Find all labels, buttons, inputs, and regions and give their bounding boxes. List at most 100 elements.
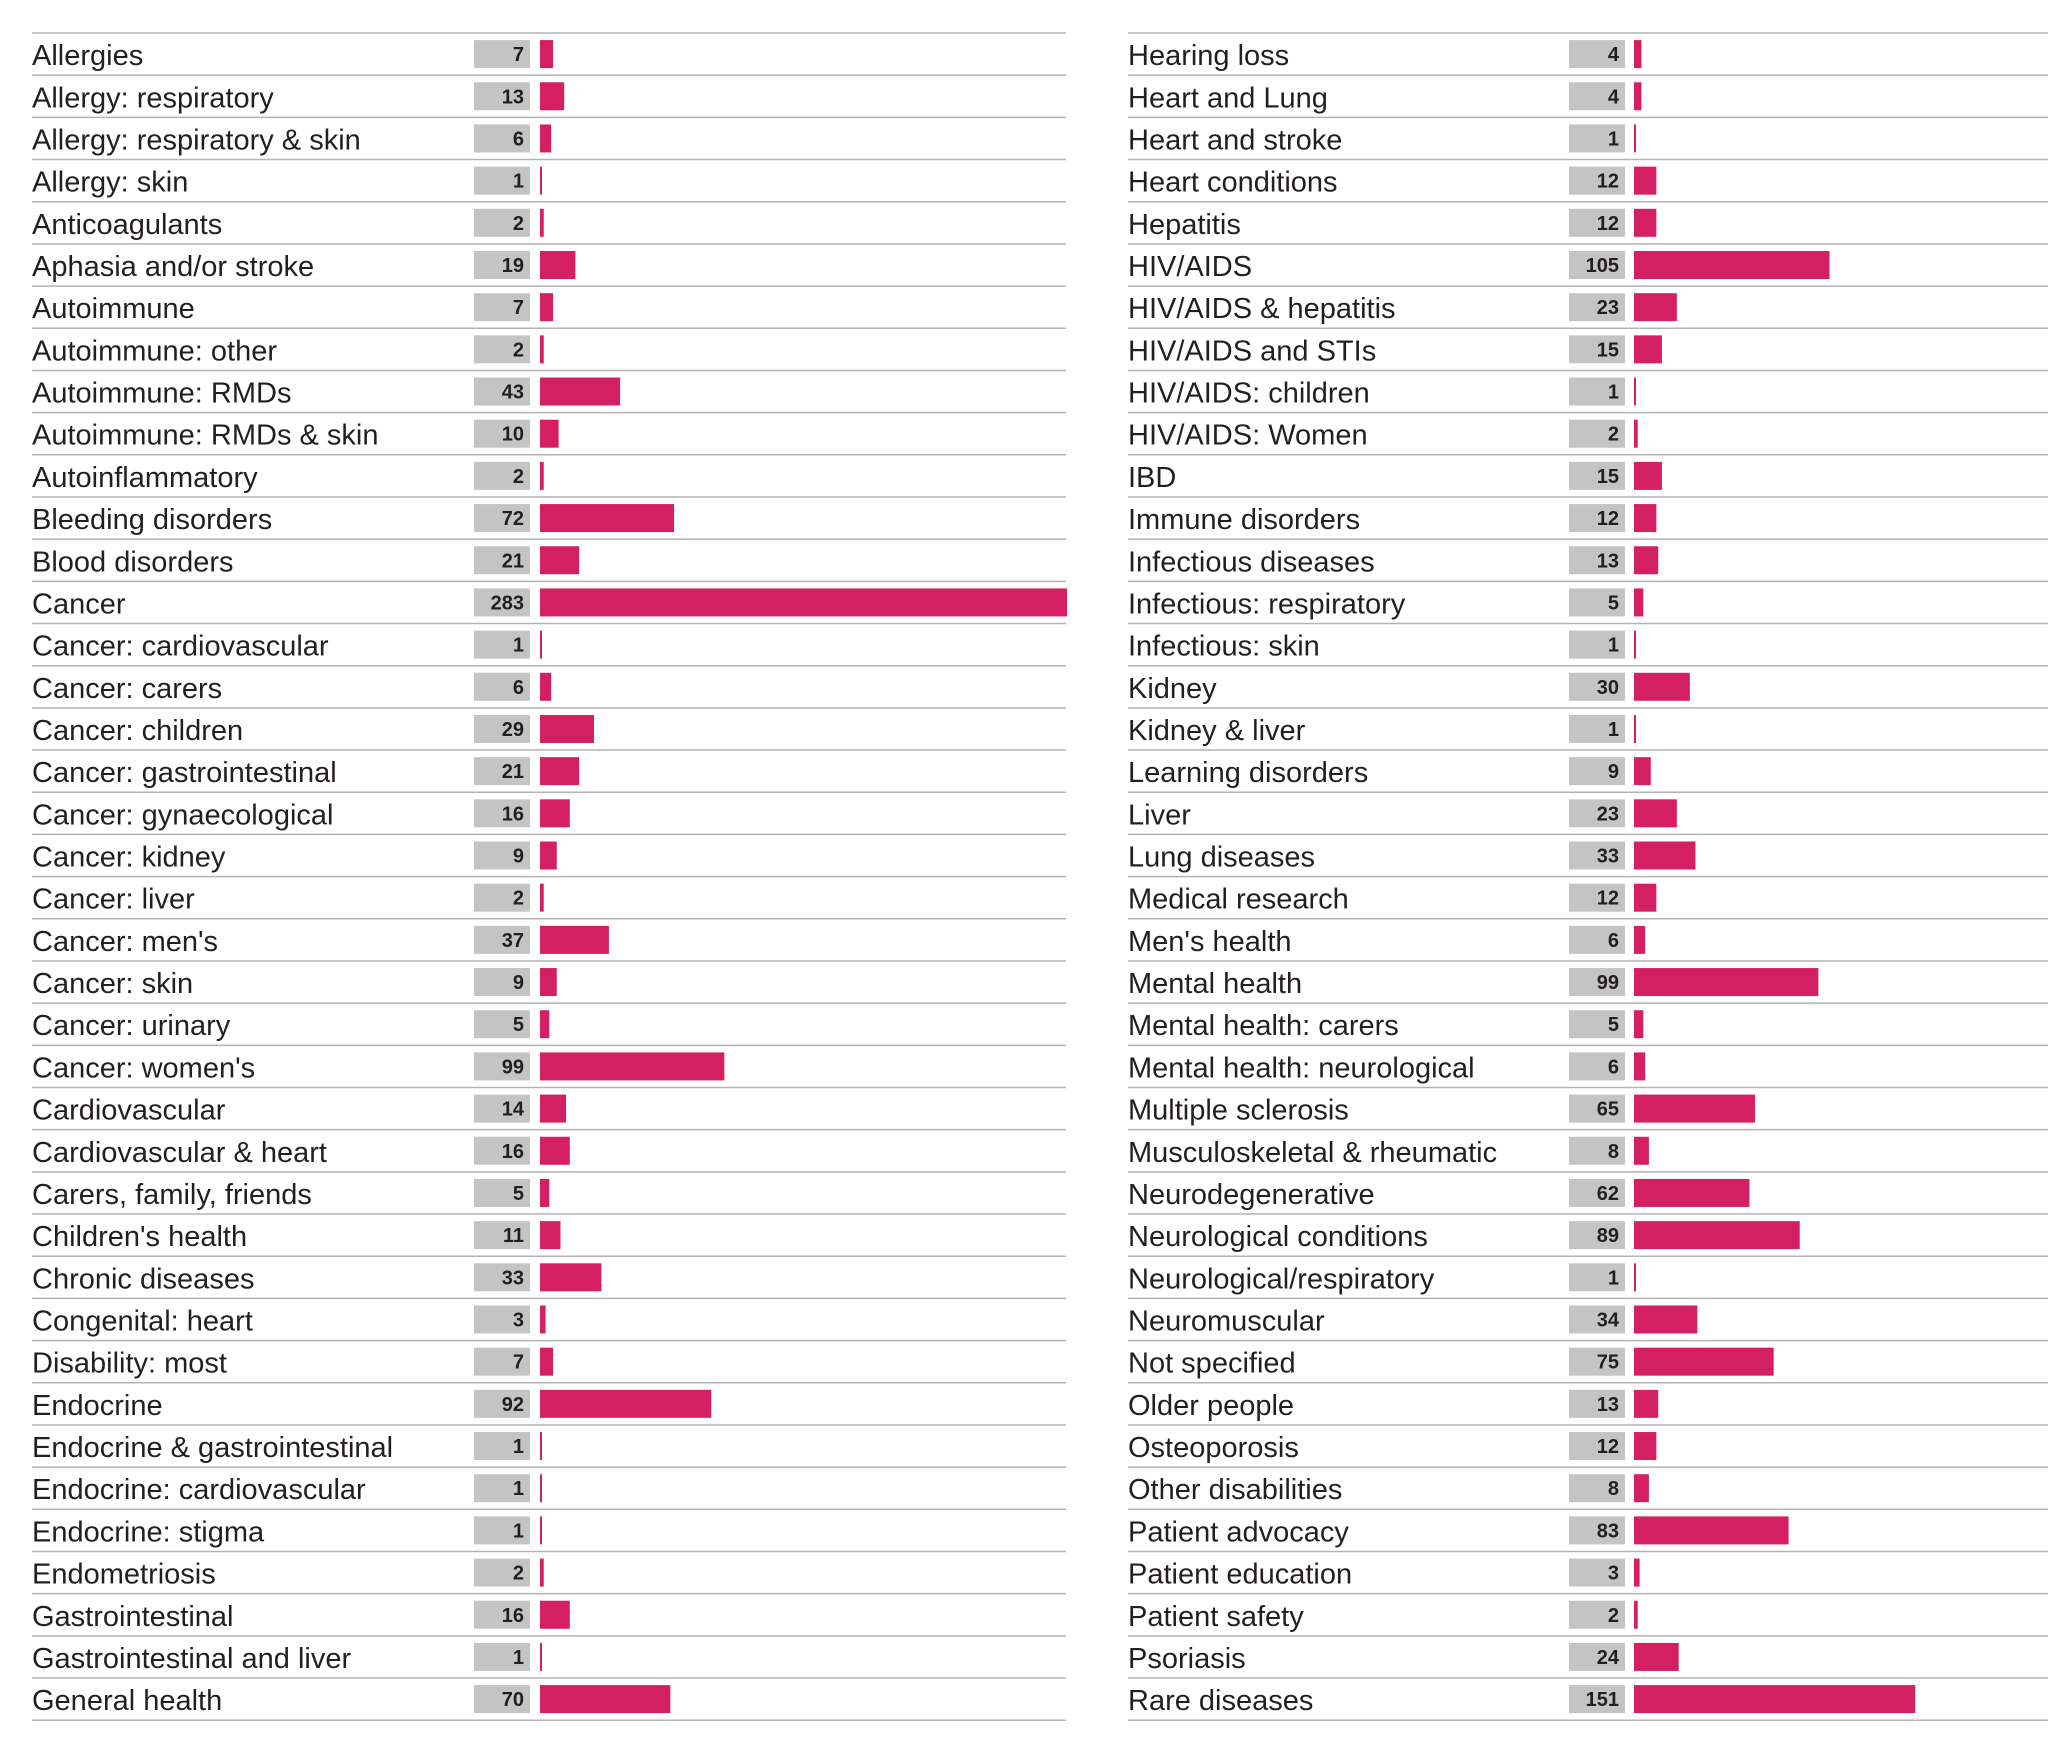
- bar: [540, 504, 675, 533]
- value-label: 12: [1597, 888, 1619, 910]
- bar: [540, 1558, 544, 1587]
- value-label: 5: [513, 1014, 524, 1036]
- value-label-box: [474, 1052, 530, 1081]
- value-label: 5: [513, 1183, 524, 1205]
- value-label-box: [1569, 208, 1625, 237]
- value-label-box: [474, 714, 530, 743]
- category-label: Gastrointestinal: [32, 1601, 234, 1633]
- bar: [540, 546, 580, 575]
- value-label-box: [474, 335, 530, 364]
- category-label: Rare diseases: [1128, 1685, 1313, 1717]
- value-label-box: [1569, 1010, 1625, 1039]
- category-label: Older people: [1128, 1390, 1294, 1422]
- value-label: 12: [1597, 171, 1619, 193]
- category-label: Immune disorders: [1128, 504, 1360, 536]
- category-label: Cancer: [32, 588, 126, 620]
- value-label: 13: [502, 86, 524, 108]
- category-label: Allergy: respiratory & skin: [32, 124, 361, 156]
- bar: [1634, 1263, 1636, 1292]
- category-label: Carers, family, friends: [32, 1179, 312, 1211]
- value-label-box: [474, 672, 530, 701]
- bar: [540, 1263, 602, 1292]
- category-label: Cancer: gynaecological: [32, 799, 333, 831]
- value-label-box: [1569, 968, 1625, 997]
- value-label: 6: [1608, 930, 1619, 952]
- value-label: 89: [1597, 1225, 1619, 1247]
- category-label: Psoriasis: [1128, 1643, 1246, 1675]
- category-label: Men's health: [1128, 926, 1292, 958]
- value-label: 2: [1608, 424, 1619, 446]
- bar: [1634, 630, 1636, 659]
- value-label-box: [474, 82, 530, 111]
- value-label: 9: [513, 846, 524, 868]
- bar: [540, 1136, 570, 1165]
- bar: [540, 166, 542, 195]
- bar: [1634, 1474, 1649, 1503]
- value-label: 3: [1608, 1563, 1619, 1585]
- bar: [1634, 461, 1662, 490]
- value-label: 6: [513, 677, 524, 699]
- value-label-box: [474, 1432, 530, 1461]
- value-label: 2: [513, 466, 524, 488]
- value-label-box: [1569, 504, 1625, 533]
- value-label: 1: [513, 635, 524, 657]
- bar: [1634, 166, 1657, 195]
- value-label: 16: [502, 1605, 524, 1627]
- bar: [540, 1094, 567, 1123]
- bar: [1634, 1305, 1698, 1334]
- value-label-box: [1569, 419, 1625, 448]
- value-label-box: [474, 1389, 530, 1418]
- category-label: Mental health: neurological: [1128, 1052, 1475, 1084]
- bar: [1634, 1221, 1800, 1250]
- value-label: 151: [1586, 1689, 1619, 1711]
- value-label-box: [1569, 630, 1625, 659]
- bar: [540, 335, 544, 364]
- value-label-box: [1569, 250, 1625, 279]
- value-label: 9: [1608, 761, 1619, 783]
- value-label: 19: [502, 255, 524, 277]
- category-label: Endocrine: stigma: [32, 1516, 265, 1548]
- value-label-box: [1569, 1558, 1625, 1587]
- bar: [1634, 124, 1636, 153]
- bar: [540, 1052, 725, 1081]
- value-label-box: [474, 1474, 530, 1503]
- value-label: 1: [513, 1647, 524, 1669]
- value-label: 8: [1608, 1141, 1619, 1163]
- value-label-box: [474, 1263, 530, 1292]
- bar: [1634, 1010, 1644, 1039]
- category-label: Congenital: heart: [32, 1305, 253, 1337]
- value-label: 99: [502, 1056, 524, 1078]
- value-label: 33: [1597, 846, 1619, 868]
- value-label: 7: [513, 1352, 524, 1374]
- value-label-box: [474, 799, 530, 828]
- value-label-box: [1569, 883, 1625, 912]
- category-label: Cancer: skin: [32, 968, 193, 1000]
- value-label: 10: [502, 424, 524, 446]
- category-label: Neurological conditions: [1128, 1221, 1428, 1253]
- value-label: 65: [1597, 1099, 1619, 1121]
- category-label: Patient safety: [1128, 1601, 1304, 1633]
- value-label: 29: [502, 719, 524, 741]
- bar: [540, 419, 559, 448]
- bar: [1634, 1347, 1774, 1376]
- category-label: Anticoagulants: [32, 209, 222, 241]
- category-label: Medical research: [1128, 884, 1349, 916]
- bar: [540, 208, 544, 237]
- value-label: 15: [1597, 339, 1619, 361]
- value-label-box: [1569, 82, 1625, 111]
- value-label-box: [474, 1178, 530, 1207]
- bar: [540, 1600, 570, 1629]
- value-label: 21: [502, 550, 524, 572]
- category-label: Children's health: [32, 1221, 247, 1253]
- bar: [540, 1010, 550, 1039]
- category-label: Liver: [1128, 799, 1191, 831]
- value-label: 7: [513, 297, 524, 319]
- bar: [1634, 504, 1657, 533]
- value-label: 13: [1597, 1394, 1619, 1416]
- value-label-box: [474, 1094, 530, 1123]
- category-label: Neuromuscular: [1128, 1305, 1325, 1337]
- bar: [1634, 293, 1677, 322]
- value-label: 30: [1597, 677, 1619, 699]
- category-label: HIV/AIDS & hepatitis: [1128, 293, 1396, 325]
- category-label: Kidney: [1128, 673, 1217, 705]
